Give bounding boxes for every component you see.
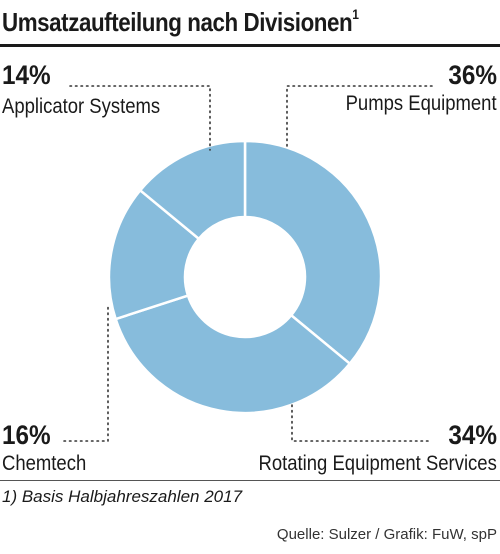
slice-label-applicator-systems: Applicator Systems: [2, 95, 161, 118]
slice-label-rotating-equipment-services: Rotating Equipment Services: [258, 452, 497, 475]
leader-rotating-equipment-services: [291, 404, 429, 442]
slice-applicator-systems: [138, 139, 247, 241]
footnote-rule: [0, 480, 500, 481]
chart-title-text: Umsatzaufteilung nach Divisionen: [2, 7, 353, 37]
slice-percent-applicator-systems: 14%: [2, 60, 51, 90]
slice-label-pumps-equipment: Pumps Equipment: [345, 92, 497, 115]
slice-percent-pumps-equipment: 36%: [448, 60, 497, 90]
donut-slices: [107, 139, 383, 415]
slice-label-chemtech: Chemtech: [2, 452, 87, 475]
slice-chemtech: [107, 188, 201, 321]
slice-pumps-equipment: [243, 139, 383, 366]
leader-lines: [63, 85, 433, 442]
slice-percent-chemtech: 16%: [2, 420, 51, 450]
leader-pumps-equipment: [286, 85, 433, 151]
slice-percent-rotating-equipment-services: 34%: [448, 420, 497, 450]
source-credit: Quelle: Sulzer / Grafik: FuW, spP: [276, 526, 497, 543]
title-footnote-marker: 1: [352, 6, 359, 22]
footnote: 1) Basis Halbjahreszahlen 2017: [2, 487, 243, 506]
title-rule: [0, 44, 500, 47]
chart-title: Umsatzaufteilung nach Divisionen1: [2, 6, 359, 38]
leader-applicator-systems: [69, 85, 211, 151]
slice-rotating-equipment-services: [114, 293, 352, 415]
leader-chemtech: [63, 304, 109, 442]
